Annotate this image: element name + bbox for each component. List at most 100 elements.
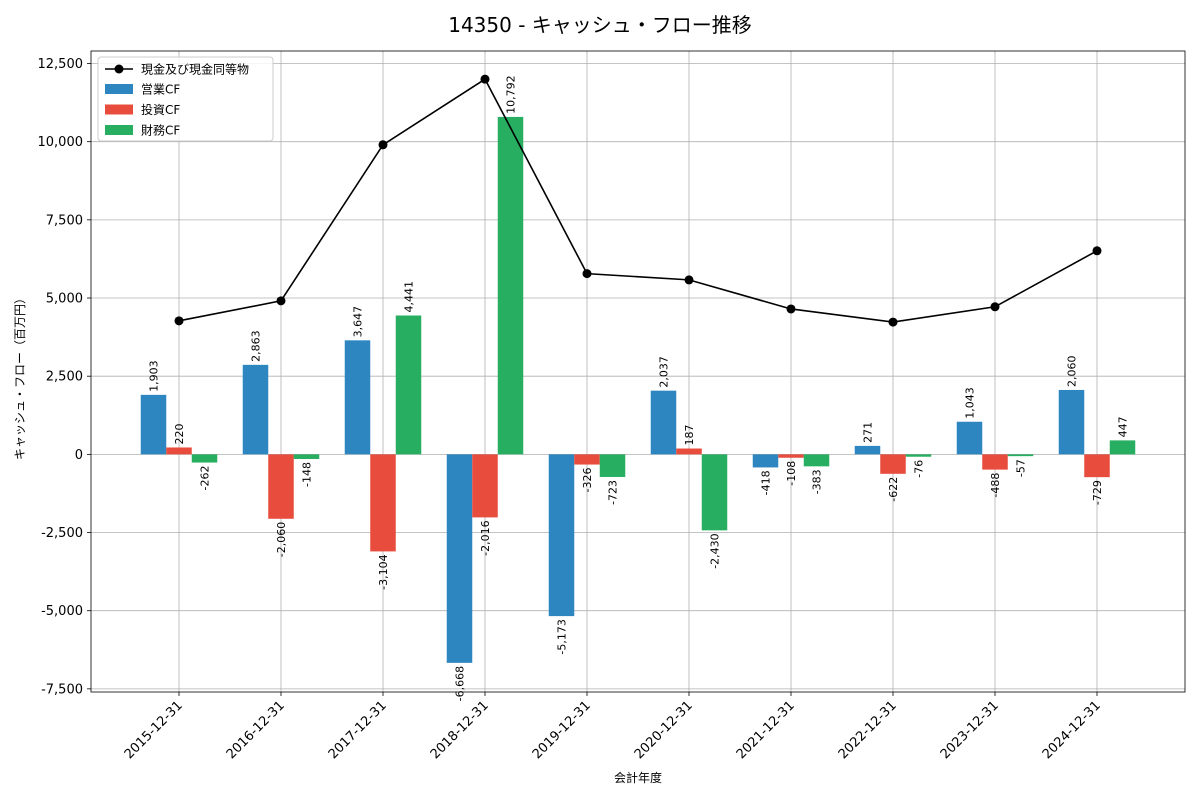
legend-box <box>97 56 274 142</box>
legend-label: 財務CF <box>141 123 180 138</box>
bar-営業CF-2022-12-31 <box>854 445 881 455</box>
cash-equivalents-point <box>276 296 286 306</box>
bar-投資CF-2021-12-31 <box>778 454 804 458</box>
legend-swatch <box>105 84 133 94</box>
bar-営業CF-2017-12-31 <box>344 340 371 455</box>
axes-layer: -7,500 -5,000 -2,500 0 2,500 5,000 7,500 10,000… <box>38 50 1186 762</box>
bar-value-label: -3,104 <box>377 554 390 589</box>
x-tick-label: 2018-12-31 <box>428 698 492 762</box>
bar-投資CF-2024-12-31 <box>1084 454 1110 478</box>
legend-label-cash: 現金及び現金同等物 <box>141 62 249 77</box>
bar-value-label: 1,903 <box>148 360 161 392</box>
bar-value-label: -723 <box>607 480 620 505</box>
bar-value-label: -383 <box>811 469 824 494</box>
bar-value-label: 220 <box>173 423 186 444</box>
bar-営業CF-2024-12-31 <box>1058 389 1085 455</box>
bar-value-label: -2,060 <box>275 522 288 557</box>
legend-line-marker <box>114 64 124 74</box>
bar-財務CF-2019-12-31 <box>599 454 626 477</box>
bar-財務CF-2022-12-31 <box>905 454 932 457</box>
bar-value-label: -6,668 <box>454 666 467 701</box>
bar-value-label: 10,792 <box>505 75 518 114</box>
bar-財務CF-2018-12-31 <box>497 116 524 455</box>
bar-value-label: 187 <box>683 425 696 446</box>
bar-value-label: -108 <box>785 461 798 486</box>
x-tick-label: 2016-12-31 <box>224 698 288 762</box>
legend-swatch <box>105 125 133 135</box>
x-tick-label: 2022-12-31 <box>836 698 900 762</box>
bar-営業CF-2023-12-31 <box>956 421 983 455</box>
bar-営業CF-2021-12-31 <box>752 454 779 468</box>
y-tick-label: 5,000 <box>46 292 83 307</box>
bar-value-label: -326 <box>581 468 594 493</box>
y-tick-label: -2,500 <box>41 526 83 541</box>
cash-equivalents-point <box>480 74 490 84</box>
x-tick-label: 2015-12-31 <box>122 698 186 762</box>
x-tick-label: 2021-12-31 <box>734 698 798 762</box>
bar-営業CF-2019-12-31 <box>548 454 575 617</box>
bar-value-label: -5,173 <box>556 619 569 654</box>
cash-equivalents-point <box>786 304 796 314</box>
cash-equivalents-point <box>582 269 592 279</box>
legend-label: 営業CF <box>141 83 180 97</box>
x-tick-label: 2017-12-31 <box>326 698 390 762</box>
bar-投資CF-2015-12-31 <box>166 447 192 455</box>
bar-投資CF-2018-12-31 <box>472 454 498 518</box>
cash-equivalents-point <box>684 275 694 285</box>
plot-frame <box>90 50 1186 693</box>
y-tick-label: 10,000 <box>38 135 84 150</box>
y-tick-label: -7,500 <box>41 682 83 697</box>
bar-value-label: -622 <box>887 477 900 502</box>
legend-swatch <box>105 104 133 115</box>
y-tick-label: 0 <box>75 448 83 463</box>
cash-equivalents-point <box>1092 246 1102 256</box>
bar-投資CF-2022-12-31 <box>880 454 906 474</box>
bar-labels-layer: 1,903 2,863 3,647 -6,668 -5,173 2,037 -418 271 1… <box>148 75 1130 701</box>
cash-equivalents-point <box>378 140 388 150</box>
bar-value-label: 271 <box>862 422 875 443</box>
chart-title: 14350 - キャッシュ・フロー推移 <box>448 13 752 37</box>
cash-equivalents-point <box>888 317 898 327</box>
bar-value-label: 4,441 <box>403 281 416 313</box>
bar-value-label: -488 <box>989 473 1002 498</box>
x-tick-label: 2024-12-31 <box>1040 698 1104 762</box>
bar-value-label: -729 <box>1091 480 1104 505</box>
bar-営業CF-2015-12-31 <box>140 394 167 455</box>
bar-財務CF-2021-12-31 <box>803 454 830 467</box>
grid-lines <box>91 51 1185 692</box>
x-tick-label: 2023-12-31 <box>938 698 1002 762</box>
bar-投資CF-2016-12-31 <box>268 454 294 519</box>
bar-value-label: 2,037 <box>658 356 671 388</box>
cash-equivalents-point <box>174 316 184 326</box>
y-tick-label: 12,500 <box>38 57 84 72</box>
bar-投資CF-2023-12-31 <box>982 454 1008 470</box>
bar-value-label: -148 <box>301 462 314 487</box>
x-axis-title: 会計年度 <box>614 770 662 785</box>
bar-value-label: -2,016 <box>479 520 492 555</box>
cash-equivalents-point <box>990 302 1000 312</box>
bar-財務CF-2017-12-31 <box>395 315 422 455</box>
bar-value-label: -2,430 <box>709 533 722 568</box>
bars-layer <box>140 116 1136 663</box>
bar-営業CF-2016-12-31 <box>242 364 269 455</box>
bar-value-label: -76 <box>913 460 926 478</box>
y-tick-label: 2,500 <box>46 370 83 385</box>
bar-財務CF-2020-12-31 <box>701 454 728 531</box>
bar-value-label: 3,647 <box>352 306 365 338</box>
x-tick-label: 2020-12-31 <box>632 698 696 762</box>
bar-財務CF-2016-12-31 <box>293 454 320 459</box>
bar-value-label: -418 <box>760 470 773 495</box>
bar-投資CF-2017-12-31 <box>370 454 396 552</box>
y-tick-label: -5,000 <box>41 604 83 619</box>
legend-label: 投資CF <box>141 102 180 117</box>
bar-value-label: 2,060 <box>1066 355 1079 387</box>
y-axis-title: キャッシュ・フロー（百万円） <box>13 292 27 460</box>
x-tick-label: 2019-12-31 <box>530 698 594 762</box>
bar-財務CF-2024-12-31 <box>1109 440 1136 455</box>
bar-value-label: -262 <box>199 466 212 491</box>
cash-equivalents-line <box>178 77 1098 323</box>
bar-営業CF-2018-12-31 <box>446 454 473 663</box>
bar-value-label: 447 <box>1117 416 1130 437</box>
